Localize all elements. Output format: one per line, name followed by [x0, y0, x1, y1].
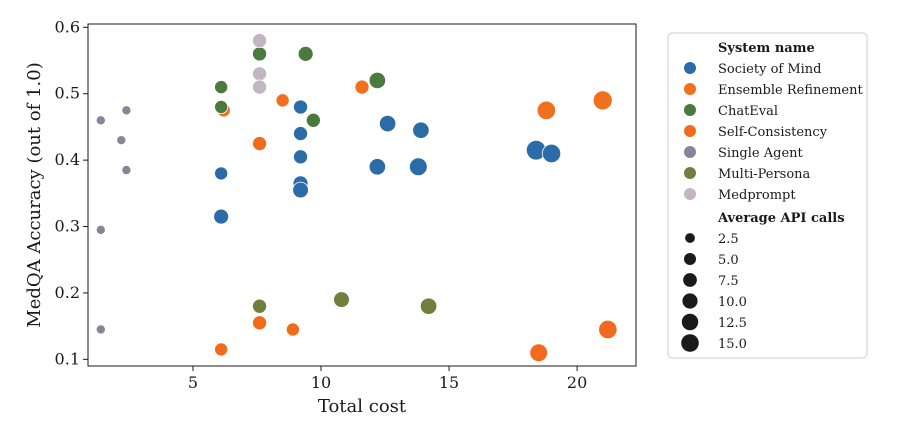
x-tick-label: 15: [439, 373, 459, 392]
data-point: [536, 100, 557, 120]
data-point: [378, 114, 397, 133]
data-point: [293, 126, 309, 142]
data-point: [297, 45, 314, 62]
legend-title-api-calls: Average API calls: [717, 211, 845, 226]
data-point: [419, 297, 438, 315]
legend-title-system: System name: [718, 41, 815, 56]
legend-label: Medprompt: [718, 188, 796, 203]
y-tick-label: 0.1: [55, 349, 80, 368]
legend-label: ChatEval: [718, 104, 778, 119]
size-legend-marker: [683, 273, 697, 287]
data-point: [368, 71, 387, 90]
data-point: [305, 112, 321, 128]
size-legend-marker: [681, 334, 699, 352]
legend-marker: [684, 167, 696, 179]
data-point: [95, 115, 106, 126]
y-tick-label: 0.3: [55, 217, 80, 236]
x-tick-label: 20: [567, 373, 587, 392]
legend-marker: [684, 125, 696, 137]
legend-marker: [684, 188, 696, 200]
size-legend-label: 5.0: [718, 253, 739, 268]
x-axis-label: Total cost: [318, 396, 407, 417]
data-point: [529, 343, 549, 363]
data-point: [214, 80, 229, 95]
data-point: [116, 135, 127, 146]
size-legend-marker: [683, 252, 697, 266]
data-point: [214, 342, 229, 357]
y-tick-label: 0.6: [55, 17, 80, 36]
y-axis-label: MedQA Accuracy (out of 1.0): [24, 62, 45, 327]
data-point: [275, 93, 290, 108]
y-tick-label: 0.4: [55, 150, 80, 169]
data-point: [252, 136, 268, 152]
data-point: [285, 322, 300, 337]
size-legend-marker: [681, 313, 699, 331]
data-point: [95, 224, 106, 235]
data-point: [121, 105, 132, 116]
size-legend-marker: [682, 293, 698, 309]
legend: System name Society of Mind Ensemble Refi…: [667, 32, 868, 359]
data-point: [252, 298, 268, 314]
x-tick-label: 5: [188, 373, 198, 392]
legend-marker: [684, 83, 696, 95]
x-axis-ticks: 5 10 15 20: [188, 366, 587, 392]
legend-marker: [684, 62, 696, 74]
data-point: [333, 291, 350, 308]
data-points: [95, 33, 618, 363]
size-legend-label: 12.5: [718, 316, 747, 331]
legend-label: Society of Mind: [718, 62, 822, 77]
data-point: [293, 99, 309, 115]
legend-series-entries: Society of Mind Ensemble Refinement ChatEv…: [684, 62, 863, 203]
legend-label: Single Agent: [718, 146, 804, 161]
size-legend-label: 2.5: [718, 232, 739, 247]
data-point: [214, 100, 229, 115]
legend-marker: [684, 104, 696, 116]
data-point: [598, 319, 618, 340]
data-point: [252, 66, 268, 82]
data-point: [95, 324, 106, 335]
y-axis-ticks: 0.1 0.2 0.3 0.4 0.5 0.6: [55, 17, 88, 368]
legend-frame: [667, 32, 868, 359]
data-point: [252, 79, 268, 95]
data-point: [252, 33, 268, 49]
legend-label: Self-Consistency: [718, 125, 828, 140]
data-point: [541, 143, 562, 164]
data-point: [214, 166, 229, 181]
data-point: [293, 149, 309, 165]
data-point: [252, 315, 268, 331]
legend-label: Multi-Persona: [718, 167, 811, 182]
size-legend-label: 10.0: [718, 295, 747, 310]
plot-area: [87, 23, 637, 367]
size-legend-marker: [685, 233, 695, 243]
data-point: [213, 208, 230, 225]
size-legend-label: 15.0: [718, 337, 747, 352]
legend-marker: [684, 146, 696, 158]
x-tick-label: 10: [311, 373, 331, 392]
data-point: [121, 165, 132, 176]
data-point: [412, 121, 430, 139]
size-legend-label: 7.5: [718, 274, 739, 289]
data-point: [409, 157, 428, 177]
y-tick-label: 0.2: [55, 283, 80, 302]
data-point: [354, 79, 370, 95]
data-point: [292, 181, 309, 199]
data-point: [252, 46, 268, 62]
legend-size-entries: 2.5 5.0 7.5 10.0 12.5 15.0: [681, 232, 747, 352]
data-point: [368, 158, 387, 176]
legend-label: Ensemble Refinement: [718, 83, 863, 98]
data-point: [592, 90, 613, 111]
y-tick-label: 0.5: [55, 84, 80, 103]
